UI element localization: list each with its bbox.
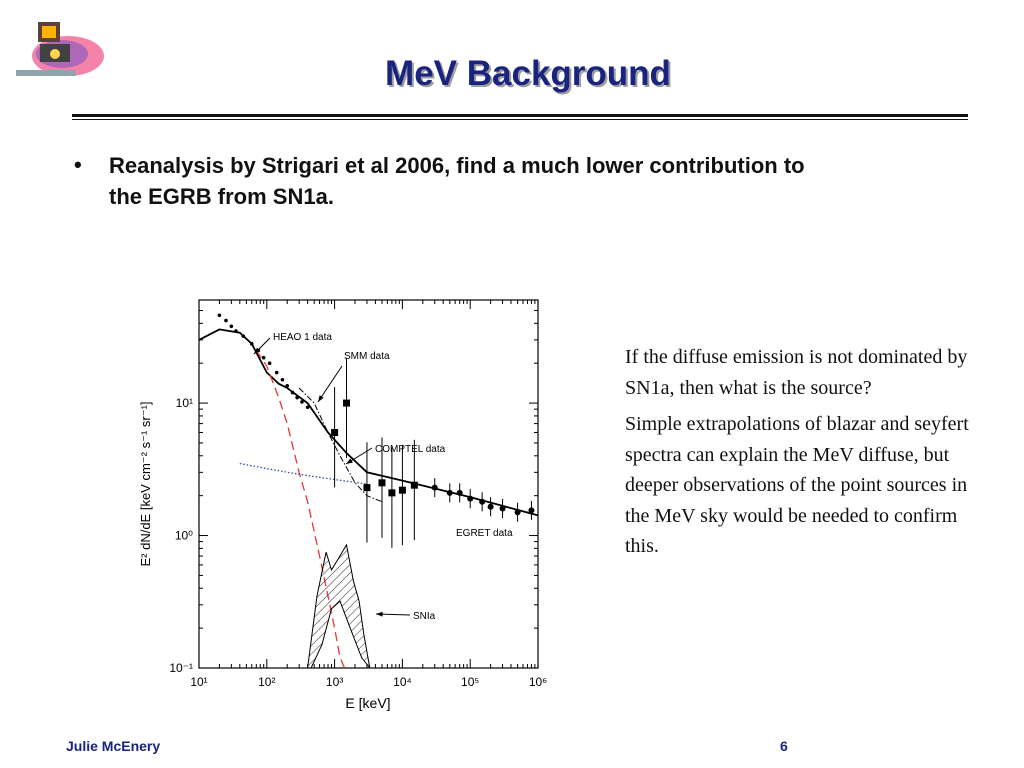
heao-data-point [300,400,304,404]
egret-data-point [499,505,506,512]
x-tick-label: 10¹ [190,675,207,689]
slide-title: MeV Background [385,54,671,93]
solid-model-curve [198,328,539,517]
heao-data-point [229,324,234,329]
x-tick-label: 10⁵ [461,675,479,689]
x-tick-label: 10² [258,675,275,689]
plot-frame [198,299,539,669]
comptel-data-point [388,489,396,497]
heao-data-point [224,318,228,323]
egret-data-point [487,503,494,510]
comptel-data-point [363,484,371,492]
logo-icon [10,14,106,84]
side-paragraph-2: Simple extrapolations of blazar and seyf… [625,413,969,557]
comptel-arrow-head [346,458,353,464]
heao-data-point [295,395,299,400]
egret-data-point [431,484,438,491]
side-text: If the diffuse emission is not dominated… [625,342,975,568]
smm-arrow-head [318,395,324,402]
y-tick-label: 10⁰ [175,529,193,543]
x-tick-label: 10³ [326,675,343,689]
annotation-label: EGRET data [456,528,513,539]
comptel-data-point [398,486,406,494]
snia-band [307,543,371,669]
heao-data-point [234,329,238,333]
heao-data-point [241,334,246,338]
title-rule-thin [72,119,968,120]
egret-data-point [528,507,535,514]
background-spectrum-figure: 10¹ 10² 10³ 10⁴ 10⁵ 10⁶ 10⁻¹ 10⁰ 10¹ E [keV] E² … [130,292,570,722]
egret-data-point [456,489,463,496]
heao-data-point [285,384,290,388]
dashed-model-curve [255,350,346,669]
heao-data-point [305,405,310,410]
heao-data-point [274,370,279,375]
snia-arrow-head [376,611,383,617]
heao-data-point [280,377,285,382]
annotation-label: HEAO 1 data [273,332,332,343]
egret-data-point [446,489,453,496]
x-tick-label: 10⁶ [529,675,547,689]
y-tick-label: 10¹ [176,396,193,410]
footer-author: Julie McEnery [66,738,161,754]
x-tick-label: 10⁴ [393,675,412,689]
heao-data-point [267,361,272,366]
egret-data-point [467,495,474,502]
x-axis-label: E [keV] [345,695,390,711]
heao-arrow-head [254,347,261,354]
egret-data-point [514,509,521,516]
side-paragraph-1: If the diffuse emission is not dominated… [625,346,968,399]
bullet-text: Reanalysis by Strigari et al 2006, find … [109,153,805,209]
title-rule [72,114,968,117]
comptel-data-point [331,428,339,436]
annotation-label: COMPTEL data [375,444,446,455]
page-number: 6 [780,738,788,754]
heao-data-point [217,313,222,318]
annotation-label: SMM data [344,351,390,362]
heao-data-point [290,390,295,395]
heao-data-point [249,342,254,346]
comptel-data-point [343,399,351,407]
dotted-model-curve [239,462,367,485]
comptel-data-point [410,481,418,489]
y-tick-label: 10⁻¹ [169,661,193,675]
heao-data-point [261,355,266,360]
bullet-marker: • [74,152,82,177]
comptel-data-point [378,479,386,487]
annotation-label: SNIa [413,611,436,622]
egret-data-point [479,498,486,505]
smm-arrow [317,365,343,403]
y-axis-label: E² dN/dE [keV cm⁻² s⁻¹ sr⁻¹] [138,401,153,566]
